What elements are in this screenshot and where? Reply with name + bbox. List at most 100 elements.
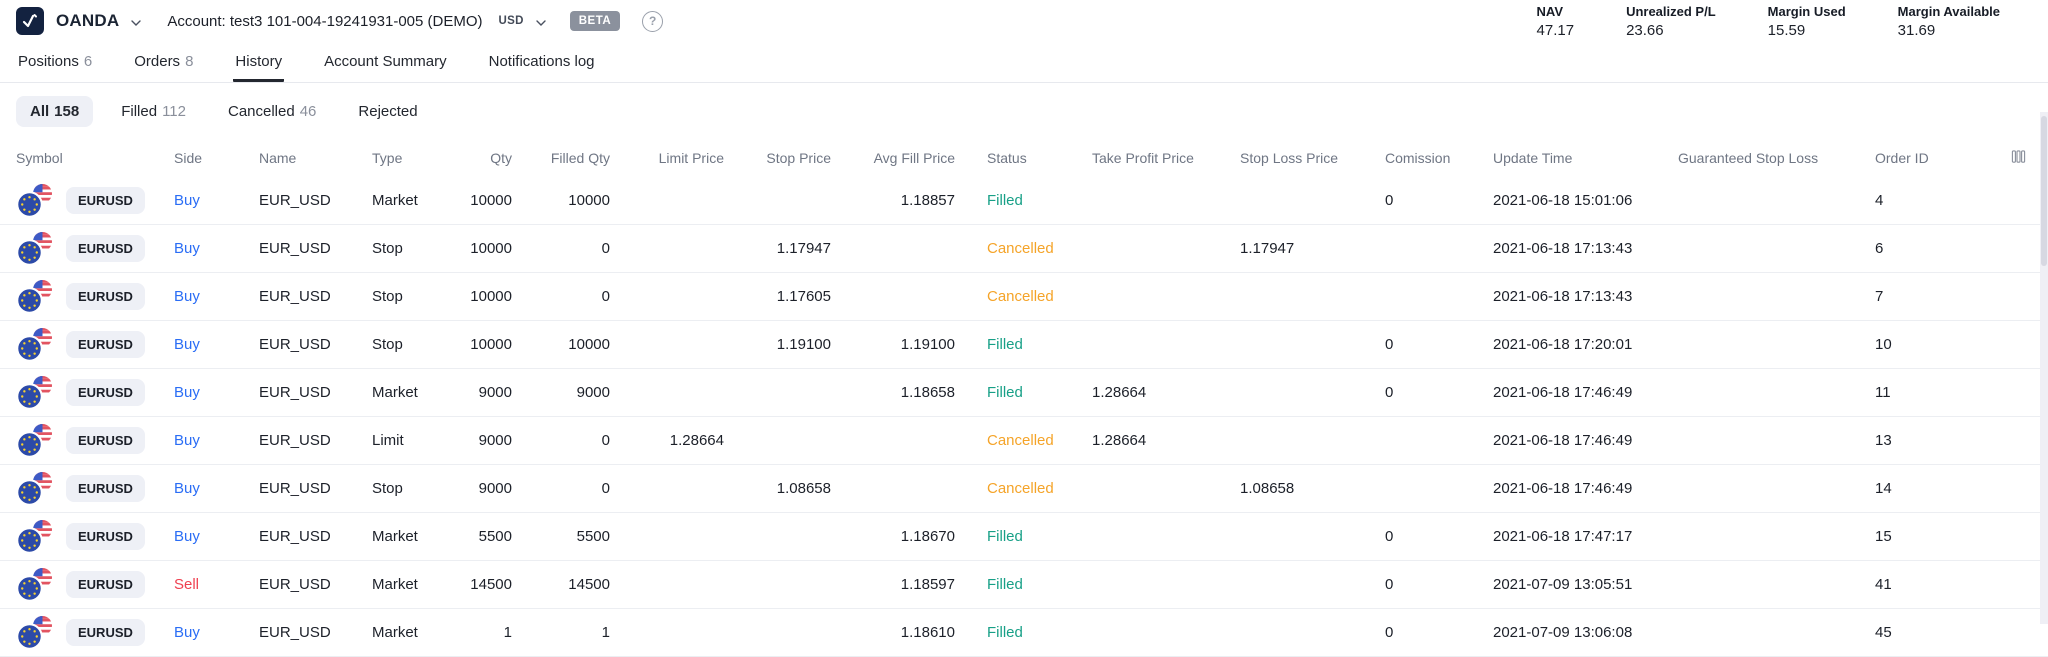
- col-side[interactable]: Side: [174, 150, 203, 166]
- col-limit-price[interactable]: Limit Price: [658, 150, 724, 166]
- cell-filled-qty: 0: [601, 432, 610, 449]
- account-currency: USD: [498, 15, 524, 27]
- col-take-profit-price[interactable]: Take Profit Price: [1092, 150, 1194, 166]
- cell-avg-fill-price: 1.18670: [900, 528, 955, 545]
- cell-take-profit-price: [1092, 465, 1240, 513]
- symbol-badge[interactable]: EURUSD: [66, 235, 145, 262]
- cell-type: Market: [372, 528, 418, 545]
- filter-count: 46: [299, 103, 317, 120]
- help-icon[interactable]: ?: [642, 10, 664, 32]
- stat-unrealized-pl: Unrealized P/L 23.66: [1626, 4, 1716, 39]
- eurusd-flag-icon: [16, 327, 54, 362]
- col-avg-fill-price[interactable]: Avg Fill Price: [873, 150, 955, 166]
- col-status[interactable]: Status: [987, 150, 1027, 166]
- table-body: EURUSD Buy EUR_USD Market 10000 10000 1.18857 F…: [0, 177, 2048, 657]
- filter-label: Rejected: [358, 103, 418, 120]
- symbol-badge[interactable]: EURUSD: [66, 187, 145, 214]
- symbol-badge[interactable]: EURUSD: [66, 331, 145, 358]
- brand-name[interactable]: OANDA: [56, 11, 120, 30]
- col-type[interactable]: Type: [372, 150, 403, 166]
- col-qty[interactable]: Qty: [490, 150, 512, 166]
- cell-update-time: 2021-06-18 17:13:43: [1493, 288, 1633, 305]
- col-stop-price[interactable]: Stop Price: [766, 150, 831, 166]
- cell-order-id: 41: [1875, 576, 1892, 593]
- col-update-time[interactable]: Update Time: [1493, 150, 1573, 166]
- symbol-badge[interactable]: EURUSD: [66, 475, 145, 502]
- cell-status: Filled: [955, 321, 1092, 369]
- symbol-badge[interactable]: EURUSD: [66, 283, 145, 310]
- table-row[interactable]: EURUSD Buy EUR_USD Limit 9000 0 1.28664 Cancell…: [0, 417, 2048, 465]
- filter-rejected[interactable]: Rejected: [344, 96, 431, 127]
- table-row[interactable]: EURUSD Buy EUR_USD Market 9000 9000 1.18658 Fil…: [0, 369, 2048, 417]
- vertical-scrollbar[interactable]: [2040, 112, 2048, 624]
- tab-notifications-log[interactable]: Notifications log: [487, 42, 597, 82]
- table-row[interactable]: EURUSD Buy EUR_USD Market 10000 10000 1.18857 F…: [0, 177, 2048, 225]
- oanda-logo-icon[interactable]: [16, 7, 44, 35]
- status-badge: Filled: [987, 624, 1023, 641]
- cell-update-time: 2021-06-18 17:47:17: [1493, 528, 1633, 545]
- col-name[interactable]: Name: [259, 150, 297, 166]
- eur-flag-icon: [16, 190, 43, 218]
- col-filled-qty[interactable]: Filled Qty: [550, 150, 610, 166]
- cell-symbol: EURUSD: [0, 273, 174, 321]
- tab-positions[interactable]: Positions 6: [16, 42, 94, 82]
- col-guaranteed-stop-loss[interactable]: Guaranteed Stop Loss: [1678, 150, 1819, 166]
- account-selector[interactable]: Account: test3 101-004-19241931-005 (DEM…: [167, 12, 483, 30]
- column-settings-icon[interactable]: [1990, 139, 2048, 177]
- tab-orders[interactable]: Orders 8: [132, 42, 195, 82]
- cell-update-time: 2021-06-18 17:46:49: [1493, 432, 1633, 449]
- col-symbol[interactable]: Symbol: [16, 150, 63, 166]
- tab-count: 6: [83, 53, 93, 70]
- chevron-down-icon[interactable]: [536, 13, 546, 31]
- cell-limit-price: [610, 465, 724, 513]
- filter-cancelled[interactable]: Cancelled 46: [214, 96, 330, 127]
- filter-filled[interactable]: Filled 112: [107, 96, 200, 127]
- cell-filled-qty: 10000: [568, 336, 610, 353]
- cell-guaranteed-stop-loss: [1678, 417, 1875, 465]
- cell-side: Buy: [174, 321, 259, 369]
- col-stop-loss-price[interactable]: Stop Loss Price: [1240, 150, 1339, 166]
- stat-label: Margin Used: [1767, 3, 1846, 19]
- table-row[interactable]: EURUSD Buy EUR_USD Stop 9000 0 1.08658 Cancelle…: [0, 465, 2048, 513]
- tab-account-summary[interactable]: Account Summary: [322, 42, 449, 82]
- tab-history[interactable]: History: [233, 42, 285, 82]
- cell-order-id: 4: [1875, 192, 1884, 209]
- stat-margin-used: Margin Used 15.59: [1768, 4, 1846, 39]
- table-row[interactable]: EURUSD Buy EUR_USD Stop 10000 10000 1.19100 1.1…: [0, 321, 2048, 369]
- table-row[interactable]: EURUSD Buy EUR_USD Stop 10000 0 1.17947 Cancell…: [0, 225, 2048, 273]
- table-row[interactable]: EURUSD Buy EUR_USD Market 5500 5500 1.18670 Fil…: [0, 513, 2048, 561]
- cell-qty: 9000: [478, 384, 512, 401]
- symbol-badge[interactable]: EURUSD: [66, 619, 145, 646]
- chevron-down-icon[interactable]: [131, 13, 142, 31]
- cell-qty: 10000: [470, 240, 512, 257]
- symbol-badge[interactable]: EURUSD: [66, 379, 145, 406]
- cell-symbol: EURUSD: [0, 513, 174, 561]
- table-row[interactable]: EURUSD Sell EUR_USD Market 14500 14500 1.18597…: [0, 561, 2048, 609]
- col-comission[interactable]: Comission: [1385, 150, 1451, 166]
- cell-comission: 0: [1385, 576, 1394, 593]
- cell-side: Sell: [174, 561, 259, 609]
- cell-take-profit-price: [1092, 177, 1240, 225]
- table-row[interactable]: EURUSD Buy EUR_USD Stop 10000 0 1.17605 Cancell…: [0, 273, 2048, 321]
- scrollbar-thumb[interactable]: [2041, 116, 2047, 266]
- cell-order-id: 11: [1875, 384, 1891, 401]
- cell-limit-price: [610, 225, 724, 273]
- symbol-badge[interactable]: EURUSD: [66, 571, 145, 598]
- symbol-badge[interactable]: EURUSD: [66, 523, 145, 550]
- symbol-badge[interactable]: EURUSD: [66, 427, 145, 454]
- tab-count: 8: [185, 53, 194, 70]
- filter-all[interactable]: All 158: [16, 96, 94, 127]
- tab-bar: Positions 6 Orders 8 History Account Summa…: [0, 42, 2048, 83]
- cell-stop-price: [724, 369, 831, 417]
- side-label: Buy: [174, 528, 200, 545]
- col-order-id[interactable]: Order ID: [1875, 150, 1929, 166]
- table-row[interactable]: EURUSD Buy EUR_USD Market 1 1 1.18610 Filled 0 20…: [0, 609, 2048, 657]
- cell-side: Buy: [174, 369, 259, 417]
- cell-limit-price: [610, 561, 724, 609]
- cell-qty: 9000: [478, 432, 512, 449]
- cell-order-id: 45: [1875, 624, 1892, 641]
- cell-take-profit-price: [1092, 609, 1240, 657]
- cell-type: Stop: [372, 240, 403, 257]
- cell-take-profit-price: [1092, 273, 1240, 321]
- cell-stop-price: 1.19100: [776, 336, 831, 353]
